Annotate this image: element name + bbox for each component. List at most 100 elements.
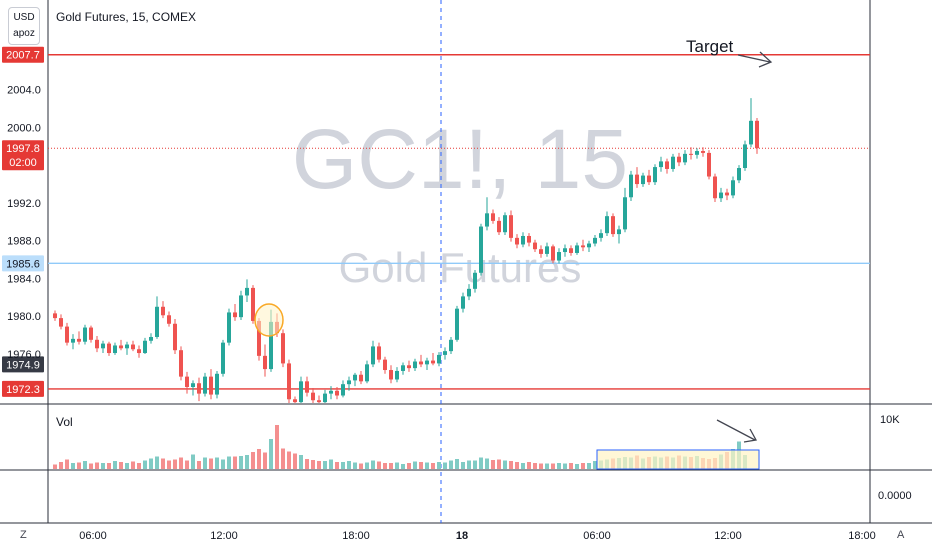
volume-bar bbox=[527, 462, 531, 469]
symbol-title[interactable]: Gold Futures, 15, COMEX bbox=[56, 10, 197, 24]
candle-body bbox=[563, 248, 567, 253]
candle-body bbox=[527, 235, 531, 243]
candle-body bbox=[395, 370, 399, 380]
volume-bar bbox=[179, 457, 183, 469]
level-badge-target bbox=[2, 46, 44, 63]
candle-body bbox=[695, 151, 699, 155]
volume-bar bbox=[455, 459, 459, 469]
volume-bar bbox=[545, 463, 549, 469]
candle-body bbox=[281, 333, 285, 364]
level-label-support_red: 1972.3 bbox=[6, 384, 40, 396]
volume-bar bbox=[299, 455, 303, 469]
candle-body bbox=[227, 312, 231, 343]
scale-mode-label: apoz bbox=[13, 28, 35, 39]
candle-body bbox=[539, 249, 543, 254]
volume-bar bbox=[485, 458, 489, 469]
volume-bar bbox=[353, 462, 357, 469]
volume-bar bbox=[341, 462, 345, 469]
candle-body bbox=[671, 156, 675, 169]
volume-bar bbox=[329, 459, 333, 469]
volume-scale-bottom: 0.0000 bbox=[878, 490, 912, 502]
candle-body bbox=[71, 338, 75, 343]
candle-body bbox=[113, 345, 117, 354]
candle-body bbox=[65, 326, 69, 343]
candle-body bbox=[251, 287, 255, 321]
candle-body bbox=[389, 370, 393, 380]
candle-body bbox=[197, 383, 201, 394]
volume-bar bbox=[467, 460, 471, 469]
volume-bar bbox=[257, 449, 261, 469]
volume-bar bbox=[77, 462, 81, 469]
candle-body bbox=[713, 176, 717, 199]
candle-body bbox=[131, 344, 135, 350]
volume-bar bbox=[269, 439, 273, 469]
y-tick-label: 1976.0 bbox=[7, 349, 41, 361]
volume-bar bbox=[473, 460, 477, 469]
candle-body bbox=[623, 197, 627, 230]
candle-body bbox=[95, 339, 99, 349]
candle-body bbox=[407, 365, 411, 369]
candle-body bbox=[431, 360, 435, 364]
highlight-circle[interactable] bbox=[254, 303, 284, 337]
candle-body bbox=[353, 374, 357, 381]
target-arrow[interactable] bbox=[737, 51, 773, 68]
volume-bar bbox=[293, 453, 297, 469]
candle-body bbox=[473, 272, 477, 289]
candle-body bbox=[533, 242, 537, 250]
volume-bar bbox=[407, 463, 411, 469]
candle-body bbox=[611, 216, 615, 235]
candle-body bbox=[599, 233, 603, 238]
candle-body bbox=[545, 246, 549, 254]
volume-highlight-box[interactable] bbox=[596, 449, 760, 470]
volume-scale-top: 10K bbox=[880, 414, 900, 426]
candle-body bbox=[221, 342, 225, 374]
volume-bar bbox=[215, 457, 219, 469]
candle-body bbox=[137, 349, 141, 354]
candle-body bbox=[167, 315, 171, 324]
volume-pane-label: Vol bbox=[56, 415, 73, 429]
volume-bar bbox=[131, 461, 135, 469]
volume-bar bbox=[359, 463, 363, 469]
candle-body bbox=[107, 343, 111, 354]
y-tick-label: 1984.0 bbox=[7, 273, 41, 285]
candle-body bbox=[593, 237, 597, 244]
candle-body bbox=[689, 153, 693, 155]
volume-bar bbox=[425, 462, 429, 469]
volume-bar bbox=[323, 461, 327, 469]
volume-bar bbox=[263, 452, 267, 469]
level-badge-support_blue bbox=[2, 255, 44, 272]
candle-body bbox=[719, 192, 723, 199]
log-scale-button[interactable]: Z bbox=[20, 529, 27, 541]
x-tick-label: 06:00 bbox=[583, 530, 611, 542]
candle-body bbox=[503, 215, 507, 233]
candle-body bbox=[53, 313, 57, 319]
volume-bar bbox=[167, 460, 171, 469]
candle-body bbox=[233, 312, 237, 318]
volume-arrow[interactable] bbox=[716, 419, 758, 443]
volume-bar bbox=[89, 463, 93, 469]
auto-scale-button[interactable]: A bbox=[897, 529, 905, 541]
candle-body bbox=[659, 161, 663, 168]
candle-body bbox=[101, 343, 105, 349]
x-tick-label: 06:00 bbox=[79, 530, 107, 542]
candle-body bbox=[209, 376, 213, 395]
candle-body bbox=[311, 392, 315, 401]
volume-bar bbox=[185, 460, 189, 469]
volume-bar bbox=[389, 463, 393, 469]
candle-body bbox=[155, 306, 159, 337]
level-badge-cursor_price bbox=[2, 356, 44, 373]
volume-bar bbox=[221, 459, 225, 469]
level-label-last_price: 1997.8 bbox=[6, 143, 40, 155]
target-label[interactable]: Target bbox=[686, 37, 734, 56]
candles-layer bbox=[53, 98, 759, 403]
candle-body bbox=[293, 399, 297, 403]
volume-bar bbox=[371, 460, 375, 469]
time-axis: 06:00 12:00 18:00 18 06:00 12:00 18:00 bbox=[79, 530, 876, 542]
volume-bar bbox=[563, 463, 567, 469]
volume-bar bbox=[71, 463, 75, 469]
volume-bar bbox=[587, 463, 591, 469]
y-tick-label: 1988.0 bbox=[7, 236, 41, 248]
volume-bar bbox=[443, 462, 447, 469]
currency-scale-button[interactable]: USD apoz bbox=[8, 7, 40, 45]
